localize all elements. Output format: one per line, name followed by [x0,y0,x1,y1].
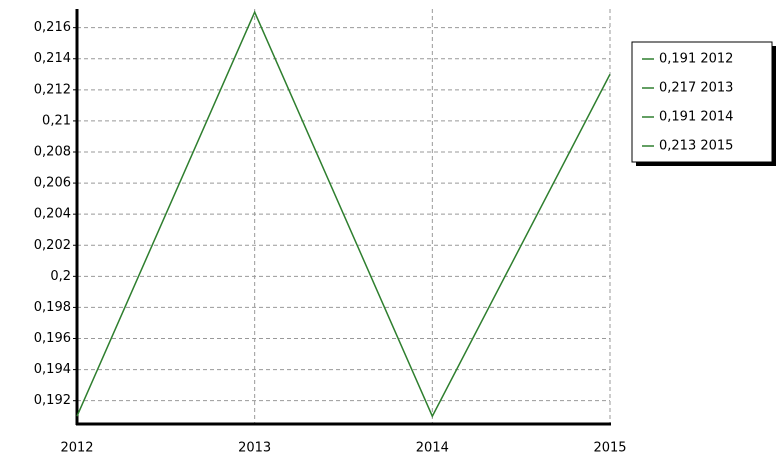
y-tick-label: 0,196 [34,331,71,346]
y-tick-label: 0,202 [34,238,71,253]
legend-box [631,41,773,163]
y-tick-label: 0,208 [34,144,71,159]
x-tick-label: 2012 [60,441,93,456]
legend-label: 0,191 2012 [659,52,733,67]
y-tick-label: 0,216 [34,20,71,35]
legend-label: 0,217 2013 [659,81,733,96]
x-tick-label: 2014 [416,441,449,456]
y-tick-label: 0,212 [34,82,71,97]
x-tick-label: 2015 [593,441,626,456]
x-tick-label: 2013 [238,441,271,456]
y-tick-label: 0,204 [34,207,71,222]
legend-label: 0,191 2014 [659,110,733,125]
y-tick-label: 0,214 [34,51,71,66]
y-tick-label: 0,21 [42,113,71,128]
legend-label: 0,213 2015 [659,139,733,154]
y-tick-label: 0,2 [50,269,71,284]
y-tick-label: 0,198 [34,300,71,315]
series-line [76,10,611,418]
y-tick-label: 0,194 [34,362,71,377]
y-tick-label: 0,192 [34,393,71,408]
y-tick-label: 0,206 [34,176,71,191]
